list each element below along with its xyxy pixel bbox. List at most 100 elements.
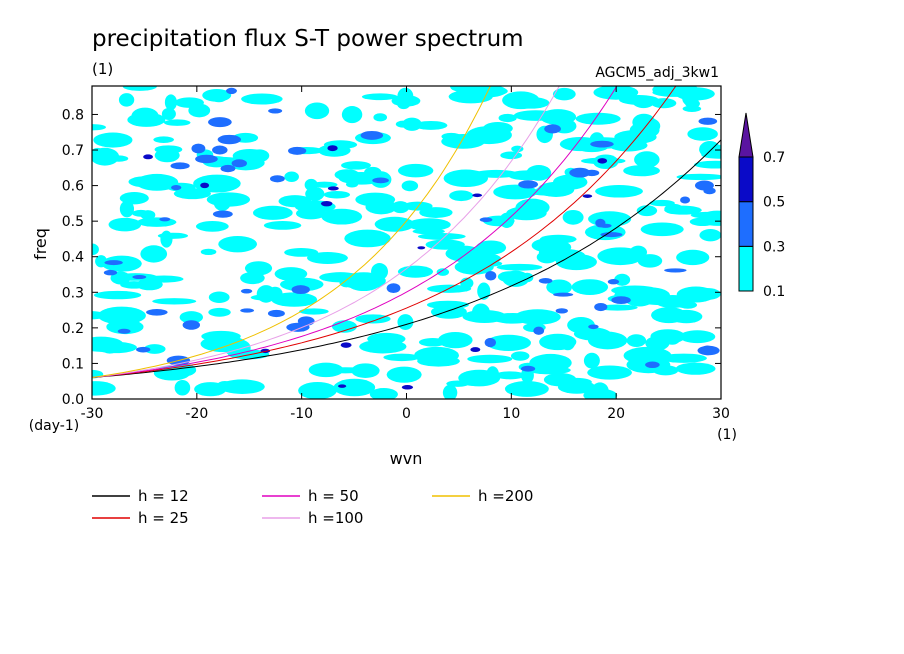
contour-patch-low (472, 303, 490, 321)
contour-patch-low (515, 198, 550, 217)
contour-patch-low (307, 251, 348, 264)
contour-patch-low (498, 113, 517, 123)
contour-patch-low (304, 178, 318, 191)
x-axis-label: wvn (390, 449, 423, 468)
chart-title: precipitation flux S-T power spectrum (92, 26, 524, 52)
contour-patch-low (690, 211, 721, 219)
contour-patch-mid (555, 308, 568, 314)
contour-patch-low (92, 124, 106, 131)
contour-patch-low (161, 107, 176, 121)
contour-patch-low (496, 263, 543, 271)
contour-patch-low (284, 248, 319, 257)
contour-patch-mid (600, 232, 623, 238)
contour-patch-low (575, 112, 621, 125)
contour-patch-low (477, 282, 491, 300)
y-tick-label: 0.2 (62, 321, 84, 337)
contour-patch-high (582, 194, 593, 198)
y-tick-label: 0.8 (62, 107, 84, 123)
contour-field (92, 86, 721, 399)
colorbar-label: 0.3 (763, 239, 785, 255)
contour-patch-mid (208, 117, 232, 128)
contour-patch-low (475, 86, 508, 96)
contour-patch-low (97, 306, 146, 325)
contour-patch-mid (182, 320, 201, 330)
contour-patch-low (500, 151, 523, 160)
contour-patch-low (449, 190, 474, 202)
legend-label: h =100 (308, 509, 363, 527)
contour-patch-mid (288, 146, 307, 155)
y-tick-label: 0.5 (62, 214, 84, 230)
contour-patch-low (164, 94, 177, 111)
contour-patch-low (437, 332, 473, 349)
curve-h-25 (92, 86, 677, 378)
contour-patch-low (676, 173, 721, 181)
contour-patch-low (513, 110, 558, 121)
contour-patch-low (587, 365, 632, 380)
contour-patch-low (397, 163, 434, 178)
contour-patch-mid (607, 279, 620, 285)
contour-patch-low (636, 205, 658, 217)
y-tick-label: 0.7 (62, 143, 84, 159)
x-tick-label: 20 (607, 406, 625, 422)
contour-patch-mid (533, 326, 545, 335)
y-tick-label: 0.4 (62, 250, 84, 266)
contour-patch-low (299, 308, 329, 315)
contour-patch-low (682, 89, 699, 107)
contour-patch-low (333, 378, 376, 397)
contour-patch-low (417, 232, 466, 240)
contour-patch-low (143, 344, 166, 354)
contour-patch-low (571, 279, 609, 295)
run-label: AGCM5_adj_3kw1 (595, 65, 719, 81)
contour-patch-low (418, 338, 447, 347)
contour-patch-low (131, 107, 159, 125)
colorbar-segment (738, 201, 754, 247)
contour-patch-low (323, 190, 351, 199)
contour-patch-mid (270, 175, 285, 183)
y-tick-label: 0.6 (62, 179, 84, 195)
contour-patch-low (660, 353, 707, 363)
colorbar-segment (738, 156, 754, 203)
contour-patch-low (195, 221, 229, 232)
contour-patch-low (401, 180, 419, 192)
contour-patch-low (210, 90, 228, 103)
legend-label: h = 12 (138, 487, 189, 505)
contour-patch-low (699, 229, 721, 242)
contour-patch-low (92, 381, 116, 396)
x-tick-label: 10 (502, 406, 520, 422)
contour-patch-low (526, 164, 552, 181)
contour-patch-mid (485, 270, 497, 281)
contour-patch-low (573, 327, 611, 341)
x-tick-label: -20 (185, 406, 208, 422)
contour-patch-low (319, 272, 362, 283)
contour-patch-low (308, 362, 344, 378)
contour-patch-low (108, 217, 142, 232)
contour-patch-low (136, 217, 177, 227)
contour-patch-mid (518, 180, 539, 189)
contour-patch-low (278, 195, 312, 208)
contour-patch-low (120, 281, 148, 289)
contour-patch-low (119, 200, 135, 218)
contour-patch-low (443, 169, 489, 188)
contour-patch-mid (136, 346, 151, 353)
contour-patch-low (651, 307, 687, 324)
contour-patch-low (263, 221, 302, 230)
y-tick-label: 0.1 (62, 356, 84, 372)
contour-patch-low (217, 380, 233, 390)
x-tick-label: 0 (402, 406, 411, 422)
contour-patch-low (632, 96, 655, 109)
contour-patch-mid (146, 309, 168, 316)
y-axis: 0.0 0.1 0.2 0.3 0.4 0.5 0.6 0.7 0.8 (62, 107, 721, 408)
contour-patch-low (298, 381, 337, 399)
contour-patch-mid (103, 269, 118, 276)
contour-patch-low (689, 217, 716, 227)
contour-patch-low (458, 369, 501, 387)
contour-patch-mid (212, 210, 233, 218)
contour-patch-low (486, 334, 531, 351)
x-unit-label: (1) (717, 427, 737, 443)
contour-patch-low (623, 165, 660, 177)
contour-patch-low (140, 210, 156, 220)
contour-patch-low (687, 127, 718, 141)
contour-patch-low (562, 209, 584, 225)
contour-patch-low (274, 267, 308, 281)
